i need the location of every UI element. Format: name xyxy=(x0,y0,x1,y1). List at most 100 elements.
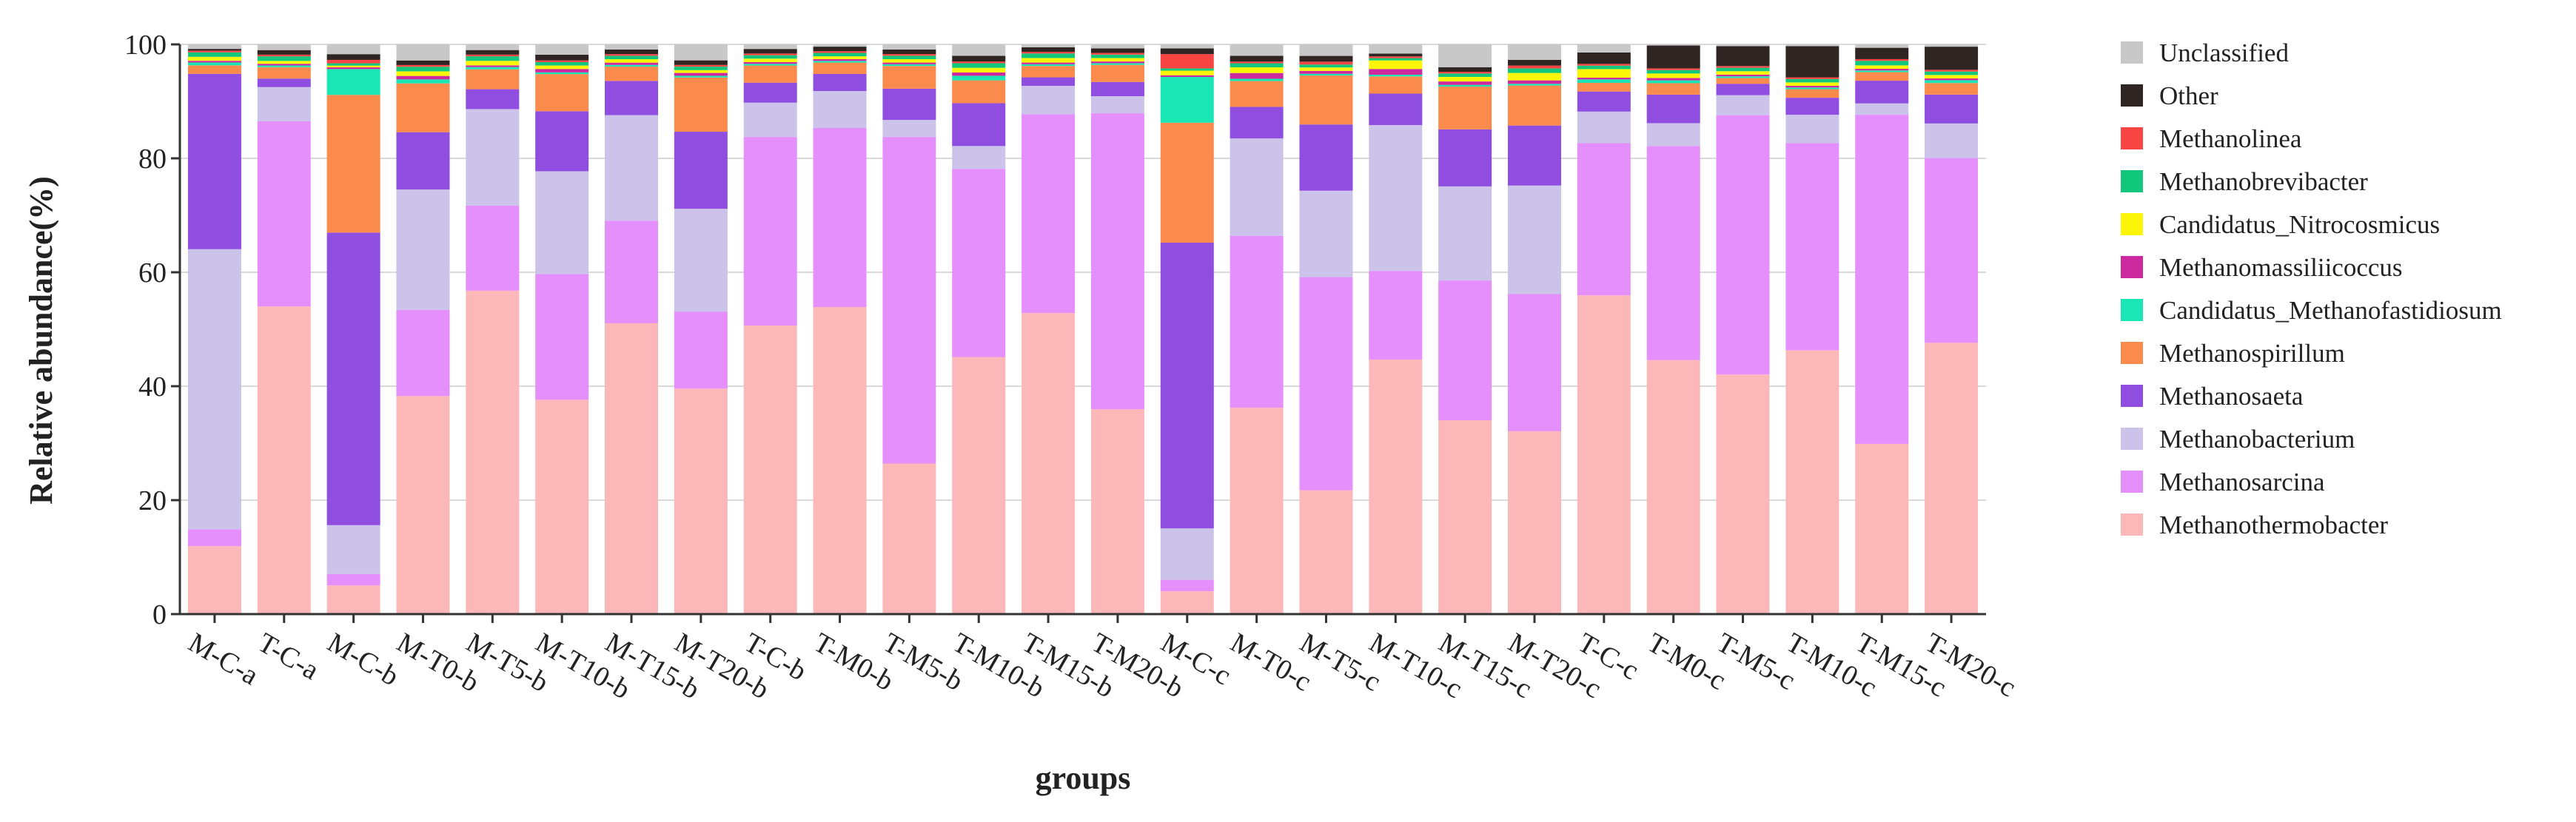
bar-segment-Methanosarcina xyxy=(674,311,728,389)
bar-segment-Unclassified xyxy=(605,44,658,50)
bar-stack-M-T15-c xyxy=(1438,44,1492,614)
bar-segment-Unclassified xyxy=(1369,44,1423,54)
bar-segment-Unclassified xyxy=(1230,44,1284,56)
bar-segment-Unclassified xyxy=(1160,44,1214,49)
x-tick-label: M-T5-c xyxy=(1295,627,1386,697)
bar-segment-Other xyxy=(326,54,380,60)
bar-segment-Other xyxy=(952,55,1006,62)
bar-segment-Methanobrevibacter xyxy=(257,56,311,61)
bar-segment-Methanosarcina xyxy=(535,274,589,400)
bar-segment-Methanospirillum xyxy=(1299,75,1353,125)
bar-stack-M-C-a xyxy=(187,44,241,614)
bar-segment-Candidatus_Methanofastidiosum xyxy=(743,64,797,66)
bar-segment-Other xyxy=(1646,45,1700,69)
x-tick-label: T-C-a xyxy=(252,627,324,686)
bar-segment-Methanolinea xyxy=(952,61,1006,64)
bar-segment-Methanobacterium xyxy=(882,120,936,138)
bar-segment-Methanomassiliicoccus xyxy=(605,62,658,65)
bar-segment-Methanolinea xyxy=(1785,77,1839,79)
bar-segment-Other xyxy=(674,60,728,65)
legend-item: Methanosaeta xyxy=(2121,382,2304,411)
y-tick-labels: 0 20 40 60 80 100 xyxy=(124,30,180,630)
bar-segment-Candidatus_Nitrocosmicus xyxy=(1160,70,1214,75)
bar-segment-Candidatus_Nitrocosmicus xyxy=(882,58,936,63)
bar-segment-Methanosarcina xyxy=(1716,115,1770,375)
bar-segment-Candidatus_Nitrocosmicus xyxy=(813,56,867,59)
legend-label: Candidatus_Methanofastidiosum xyxy=(2159,296,2502,325)
bar-stack-T-C-a xyxy=(257,44,311,614)
bar-segment-Methanosarcina xyxy=(1646,146,1700,360)
bar-segment-Candidatus_Methanofastidiosum xyxy=(396,79,450,84)
bar-segment-Methanomassiliicoccus xyxy=(257,64,311,66)
bar-segment-Methanomassiliicoccus xyxy=(187,61,241,63)
bar-segment-Other xyxy=(1230,55,1284,62)
bar-segment-Methanospirillum xyxy=(1160,122,1214,243)
bar-segment-Methanolinea xyxy=(1230,61,1284,64)
bar-segment-Methanomassiliicoccus xyxy=(466,65,520,67)
legend-swatch xyxy=(2121,213,2143,235)
bar-segment-Unclassified xyxy=(396,44,450,61)
gridlines xyxy=(180,44,1986,501)
bar-segment-Methanothermobacter xyxy=(326,585,380,614)
bar-segment-Other xyxy=(1577,52,1631,64)
bar-segment-Methanosarcina xyxy=(1855,115,1909,444)
bar-stack-T-M10-b xyxy=(952,44,1006,614)
bar-segment-Other xyxy=(1855,47,1909,59)
bar-segment-Methanosarcina xyxy=(1508,294,1561,431)
bar-segment-Methanospirillum xyxy=(674,77,728,132)
bar-segment-Methanomassiliicoccus xyxy=(1785,85,1839,88)
x-tick-label: M-T0-c xyxy=(1225,627,1316,697)
bar-segment-Methanosarcina xyxy=(466,205,520,291)
bar-segment-Other xyxy=(1090,48,1144,53)
bar-segment-Methanosaeta xyxy=(1855,81,1909,104)
bar-stack-T-M15-c xyxy=(1855,44,1909,614)
bar-segment-Candidatus_Methanofastidiosum xyxy=(1438,84,1492,87)
bar-segment-Candidatus_Methanofastidiosum xyxy=(1508,84,1561,86)
bar-segment-Methanolinea xyxy=(1716,66,1770,68)
bar-segment-Methanospirillum xyxy=(743,65,797,83)
bar-segment-Candidatus_Methanofastidiosum xyxy=(1785,87,1839,90)
x-axis-title: groups xyxy=(1036,760,1131,796)
bar-segment-Candidatus_Nitrocosmicus xyxy=(257,61,311,64)
bar-segment-Methanospirillum xyxy=(1438,87,1492,129)
bar-segment-Methanospirillum xyxy=(1925,83,1979,95)
legend-item: Unclassified xyxy=(2121,38,2289,67)
bar-segment-Methanothermobacter xyxy=(1438,420,1492,614)
legend-label: Methanothermobacter xyxy=(2159,511,2388,539)
bar-segment-Candidatus_Nitrocosmicus xyxy=(466,61,520,66)
bar-segment-Methanosarcina xyxy=(1160,579,1214,592)
bar-stack-M-C-b xyxy=(326,44,380,614)
bar-segment-Methanobrevibacter xyxy=(882,55,936,59)
bar-stack-M-C-c xyxy=(1160,44,1214,614)
legend-item: Other xyxy=(2121,81,2218,110)
bar-segment-Methanolinea xyxy=(1369,56,1423,58)
bar-segment-Candidatus_Methanofastidiosum xyxy=(1160,77,1214,123)
bar-segment-Other xyxy=(743,49,797,54)
bar-segment-Unclassified xyxy=(187,44,241,50)
y-tick-label: 20 xyxy=(138,485,167,516)
bar-segment-Methanomassiliicoccus xyxy=(743,61,797,64)
bar-segment-Methanomassiliicoccus xyxy=(952,72,1006,76)
bar-segment-Candidatus_Methanofastidiosum xyxy=(605,64,658,67)
bar-segment-Methanobacterium xyxy=(1855,103,1909,115)
bar-segment-Methanothermobacter xyxy=(1299,490,1353,614)
bar-segment-Candidatus_Nitrocosmicus xyxy=(1716,71,1770,75)
legend-label: Other xyxy=(2159,81,2218,110)
bar-segment-Methanosaeta xyxy=(1230,107,1284,139)
x-tick-label: M-C-b xyxy=(322,627,404,692)
legend-item: Methanomassiliicoccus xyxy=(2121,253,2403,282)
bar-segment-Candidatus_Methanofastidiosum xyxy=(466,67,520,70)
bar-segment-Methanosaeta xyxy=(1577,91,1631,112)
bar-segment-Candidatus_Methanofastidiosum xyxy=(1855,70,1909,73)
bar-segment-Methanosaeta xyxy=(952,103,1006,146)
bar-segment-Methanomassiliicoccus xyxy=(1090,61,1144,64)
bar-segment-Methanobacterium xyxy=(466,109,520,206)
bar-segment-Methanosaeta xyxy=(187,73,241,249)
bar-segment-Candidatus_Methanofastidiosum xyxy=(952,75,1006,81)
y-tick-label: 100 xyxy=(124,30,167,61)
bar-segment-Methanobrevibacter xyxy=(952,63,1006,68)
bar-stack-T-C-c xyxy=(1577,44,1631,614)
legend-swatch xyxy=(2121,41,2143,64)
bar-segment-Candidatus_Methanofastidiosum xyxy=(882,64,936,67)
